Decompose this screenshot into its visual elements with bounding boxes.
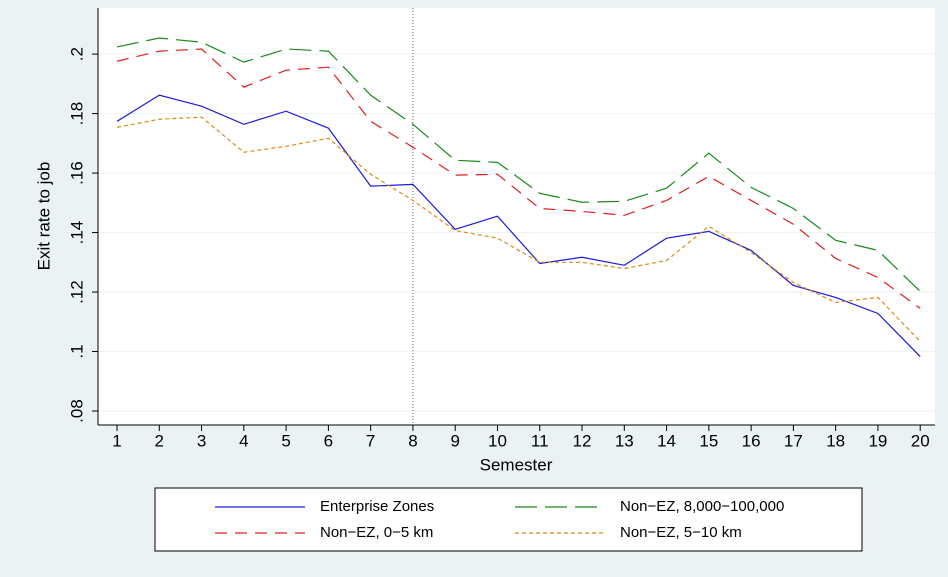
y-tick-label: .1	[67, 344, 86, 358]
y-tick-label: .2	[67, 47, 86, 61]
x-tick-label: 18	[826, 431, 845, 450]
x-tick-label: 20	[911, 431, 930, 450]
legend-label: Non−EZ, 8,000−100,000	[620, 498, 784, 515]
legend	[154, 487, 863, 552]
x-tick-label: 2	[155, 431, 164, 450]
x-tick-label: 1	[112, 431, 121, 450]
y-tick-label: .08	[67, 399, 86, 423]
series-line	[116, 116, 921, 342]
x-tick-label: 3	[197, 431, 206, 450]
x-axis-label: Semester	[480, 455, 553, 474]
legend-label: Non−EZ, 0−5 km	[320, 524, 433, 541]
y-tick-label: .12	[67, 280, 86, 304]
x-tick-label: 19	[868, 431, 887, 450]
legend-label: Enterprise Zones	[320, 498, 434, 515]
x-tick-label: 15	[699, 431, 718, 450]
series-line	[116, 37, 921, 292]
x-tick-label: 5	[281, 431, 290, 450]
x-tick-label: 16	[742, 431, 761, 450]
y-tick-label: .16	[67, 161, 86, 185]
series-line	[116, 94, 921, 358]
x-tick-label: 11	[531, 431, 549, 450]
x-tick-label: 14	[657, 431, 676, 450]
x-tick-label: 8	[408, 431, 417, 450]
y-axis-label: Exit rate to job	[34, 162, 53, 271]
x-tick-label: 10	[488, 431, 507, 450]
x-tick-label: 7	[366, 431, 375, 450]
x-tick-label: 13	[615, 431, 634, 450]
x-tick-label: 9	[450, 431, 459, 450]
series-line	[116, 48, 921, 309]
y-tick-label: .14	[67, 221, 86, 245]
legend-label: Non−EZ, 5−10 km	[620, 524, 742, 541]
plot-area	[98, 8, 935, 425]
x-tick-label: 12	[573, 431, 592, 450]
y-tick-label: .18	[67, 102, 86, 126]
x-tick-label: 6	[324, 431, 333, 450]
x-tick-label: 17	[784, 431, 803, 450]
x-tick-label: 4	[239, 431, 248, 450]
